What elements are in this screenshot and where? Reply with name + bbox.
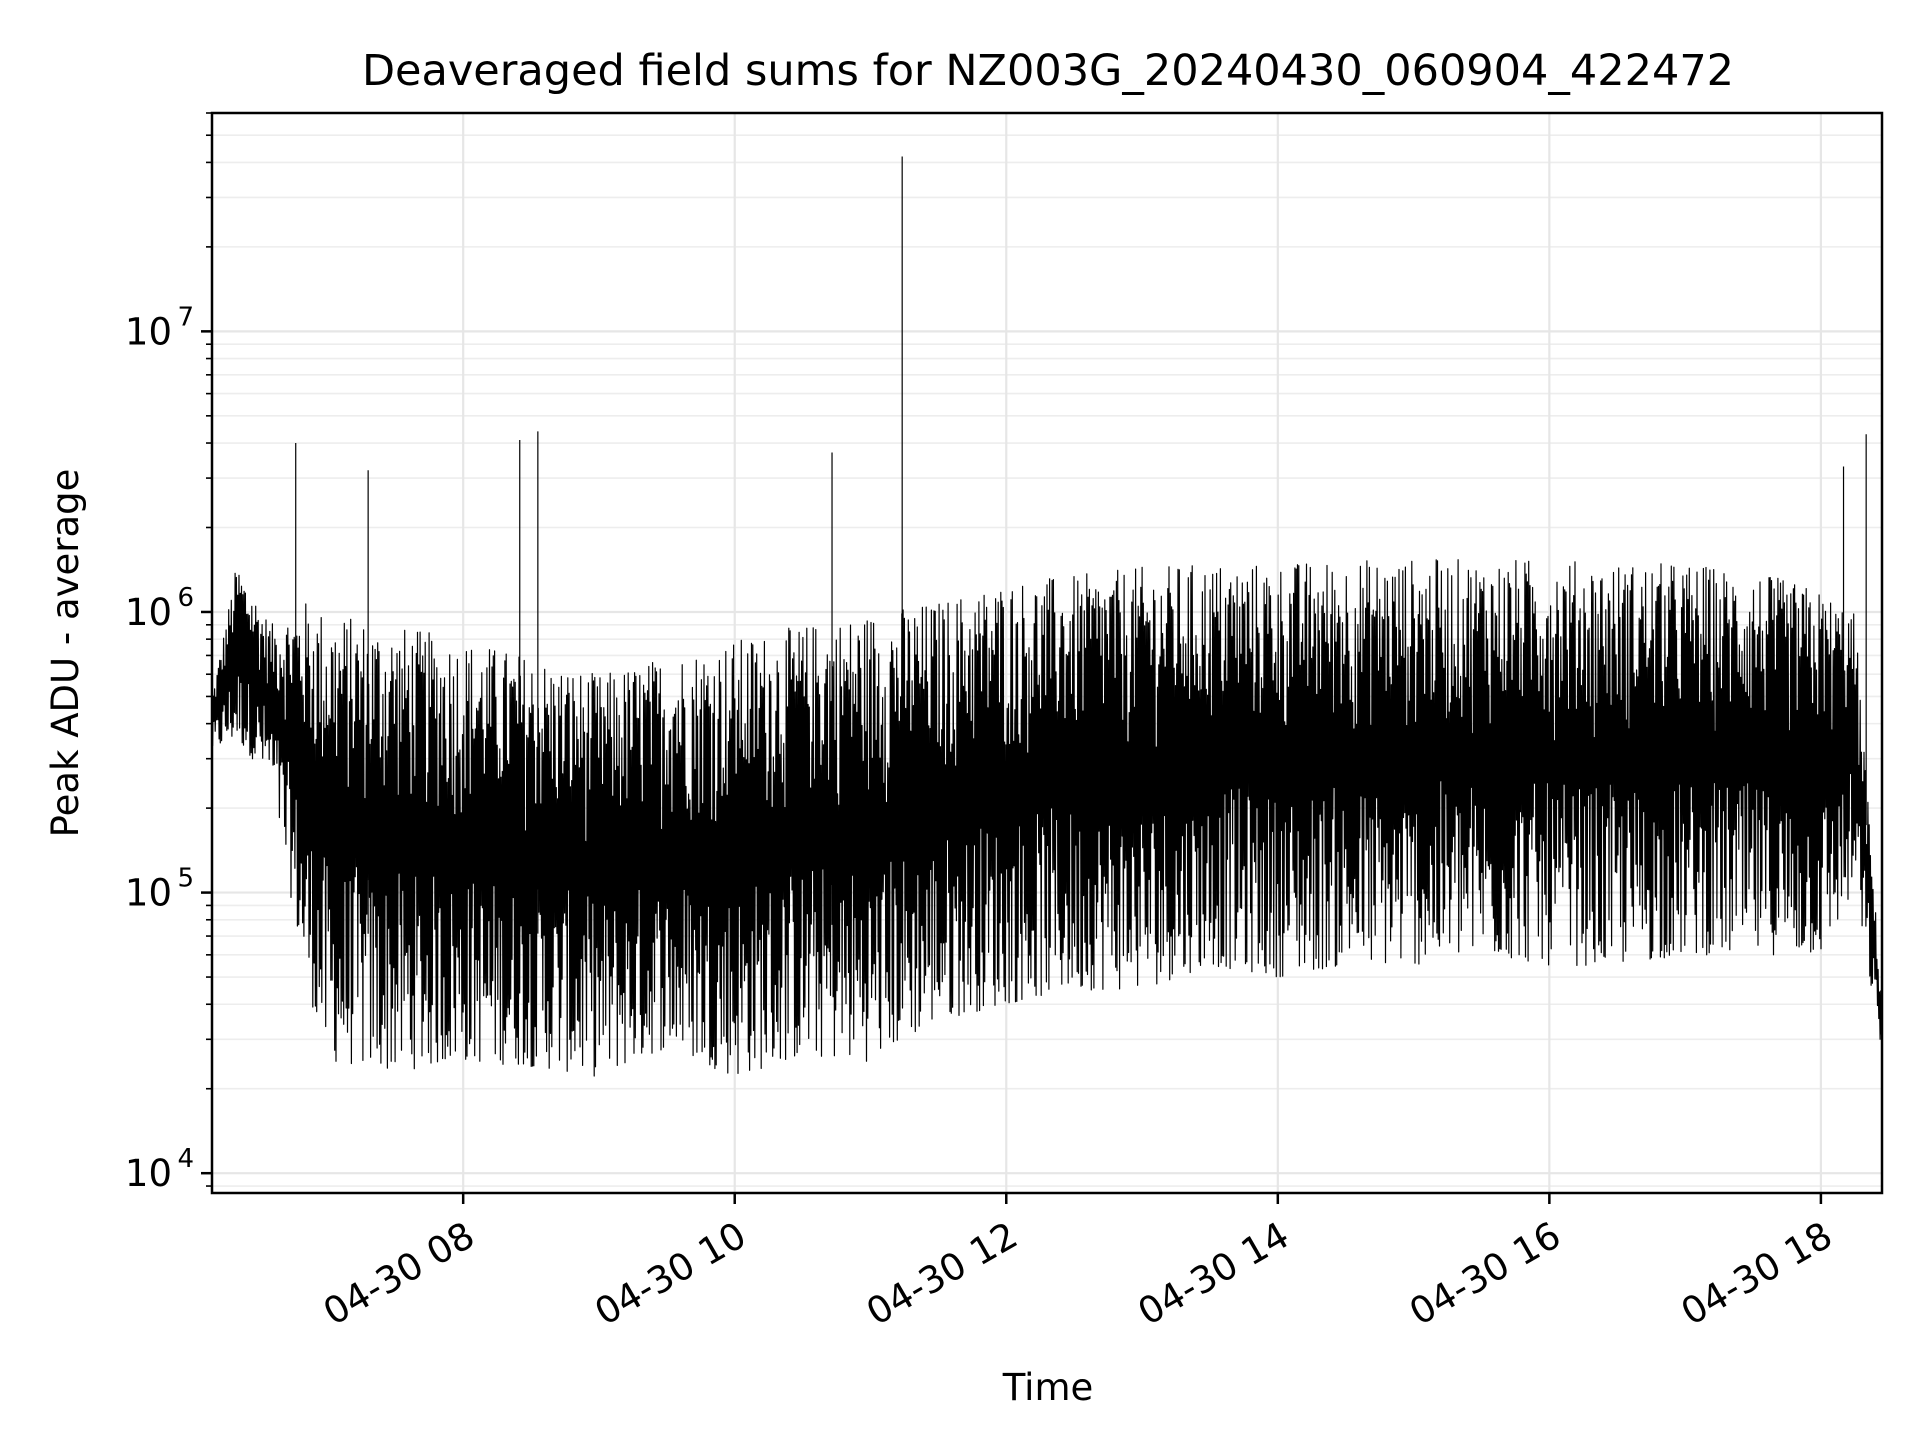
y-tick-label: 10 [125, 1152, 172, 1195]
y-axis-label: Peak ADU - average [44, 469, 87, 838]
series-line [211, 559, 1883, 1077]
x-axis-label: Time [1002, 1366, 1094, 1409]
y-tick-exponent: 4 [177, 1144, 194, 1174]
series [211, 156, 1883, 1077]
y-tick-label: 10 [125, 591, 172, 634]
y-tick-label: 10 [125, 872, 172, 915]
y-tick-exponent: 7 [177, 302, 194, 332]
plot-frame [210, 111, 1884, 1195]
chart-title: Deaveraged field sums for NZ003G_2024043… [362, 46, 1734, 96]
y-tick-exponent: 6 [177, 583, 194, 613]
y-tick-label: 10 [125, 310, 172, 353]
y-tick-exponent: 5 [177, 864, 194, 894]
